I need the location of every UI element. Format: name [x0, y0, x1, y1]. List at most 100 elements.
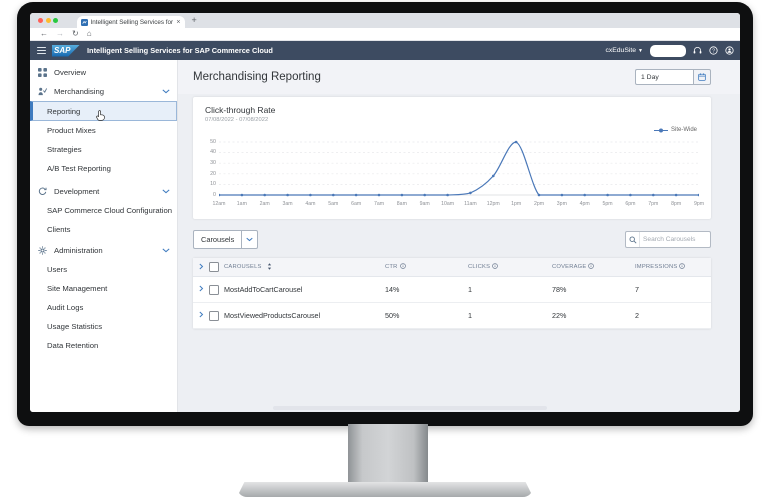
info-icon[interactable]	[492, 263, 498, 271]
y-tick-label: 10	[210, 181, 216, 188]
legend-label: Site-Wide	[670, 127, 697, 133]
window-close-icon[interactable]	[38, 18, 43, 23]
calendar-button[interactable]	[693, 69, 711, 85]
table-header-row: CAROUSELS CTR CLICKS COVERAGE IMPRESSIONS	[193, 258, 711, 277]
sidebar-item-sap-commerce-cloud-configuration[interactable]: SAP Commerce Cloud Configuration	[30, 201, 177, 220]
headset-icon[interactable]	[693, 46, 702, 55]
date-range-input[interactable]: 1 Day	[635, 69, 693, 85]
y-tick-label: 0	[213, 191, 216, 198]
tab-close-icon[interactable]: ×	[176, 18, 181, 26]
expand-all-chevron-icon[interactable]	[199, 263, 204, 272]
merchandising-icon	[38, 87, 48, 97]
mouse-cursor	[96, 110, 105, 121]
table-header-ctr[interactable]: CTR	[385, 263, 468, 271]
ctr-line-chart	[219, 140, 699, 197]
coverage-value: 78%	[552, 285, 567, 294]
x-tick-label: 8am	[396, 201, 407, 207]
chevron-down-icon[interactable]	[241, 231, 257, 248]
sidebar-item-data-retention[interactable]: Data Retention	[30, 336, 177, 355]
sidebar-item-development[interactable]: Development	[30, 182, 177, 201]
sidebar-item-label: Administration	[54, 246, 103, 255]
table-header-coverage[interactable]: COVERAGE	[552, 263, 635, 271]
x-tick-label: 5am	[328, 201, 339, 207]
sidebar-item-label: Product Mixes	[47, 126, 96, 135]
search-input[interactable]	[640, 236, 710, 243]
chevron-down-icon[interactable]	[162, 248, 170, 253]
sidebar-item-administration[interactable]: Administration	[30, 241, 177, 260]
monitor-stand-base	[237, 482, 533, 497]
tab-favicon-icon	[80, 18, 88, 26]
info-icon[interactable]	[588, 263, 595, 271]
expand-row-chevron-icon[interactable]	[199, 311, 204, 320]
table-header-clicks[interactable]: CLICKS	[468, 263, 552, 271]
y-tick-label: 20	[210, 170, 216, 177]
info-icon[interactable]	[679, 263, 686, 271]
sidebar-item-usage-statistics[interactable]: Usage Statistics	[30, 317, 177, 336]
chart-plot-area	[219, 139, 699, 199]
sidebar-item-label: Overview	[54, 68, 87, 77]
back-icon[interactable]: ←	[40, 29, 48, 38]
x-tick-label: 1pm	[511, 201, 522, 207]
table-row-mostviewedproductscarousel[interactable]: MostViewedProductsCarousel 50% 1 22% 2	[193, 303, 711, 329]
sidebar-item-merchandising[interactable]: Merchandising	[30, 82, 177, 101]
select-all-checkbox[interactable]	[209, 262, 219, 272]
sidebar-item-users[interactable]: Users	[30, 260, 177, 279]
table-row-mostaddtocartcarousel[interactable]: MostAddToCartCarousel 14% 1 78% 7	[193, 277, 711, 303]
carousel-name: MostAddToCartCarousel	[224, 285, 303, 294]
reload-icon[interactable]: ↻	[72, 29, 79, 38]
sidebar-item-strategies[interactable]: Strategies	[30, 140, 177, 159]
chart-x-axis: 12am 1am 2am 3am 4am 5am 6am 7am 8am 9am 10am 11am 1…	[213, 199, 705, 211]
chart-legend[interactable]: Site-Wide	[653, 127, 697, 133]
table-header-carousels[interactable]: CAROUSELS	[193, 262, 385, 272]
sidebar-item-label: Data Retention	[47, 341, 99, 350]
chevron-down-icon[interactable]	[162, 89, 170, 94]
x-tick-label: 3pm	[556, 201, 567, 207]
column-label: IMPRESSIONS	[635, 264, 678, 270]
browser-nav-bar: ← → ↻ ⌂	[30, 28, 740, 41]
browser-tab[interactable]: Intelligent Selling Services for ×	[76, 16, 185, 28]
table-header-impressions[interactable]: IMPRESSIONS	[635, 263, 711, 271]
bottom-scrollbar[interactable]	[273, 406, 547, 410]
info-icon[interactable]	[399, 263, 406, 271]
help-icon[interactable]: ?	[709, 46, 718, 55]
chevron-down-icon[interactable]	[162, 189, 170, 194]
row-name-cell: MostAddToCartCarousel	[193, 284, 385, 295]
entity-selector-button[interactable]: Carousels	[193, 230, 259, 249]
sidebar-item-reporting[interactable]: Reporting	[30, 101, 177, 121]
sidebar-item-label: Merchandising	[54, 87, 104, 96]
sidebar-item-product-mixes[interactable]: Product Mixes	[30, 121, 177, 140]
monitor-stand-neck	[348, 424, 428, 484]
expand-row-chevron-icon[interactable]	[199, 285, 204, 294]
row-checkbox[interactable]	[209, 310, 219, 321]
avatar-icon[interactable]	[725, 46, 734, 55]
sidebar-item-overview[interactable]: Overview	[30, 63, 177, 82]
new-tab-button[interactable]: +	[191, 15, 197, 25]
sidebar-item-audit-logs[interactable]: Audit Logs	[30, 298, 177, 317]
y-tick-label: 30	[210, 160, 216, 166]
header-search-input[interactable]	[650, 44, 686, 57]
overview-icon	[38, 67, 48, 78]
site-selector[interactable]: cxEduSite ▼	[605, 47, 643, 54]
clicks-value: 1	[468, 285, 472, 294]
sidebar-item-site-management[interactable]: Site Management	[30, 279, 177, 298]
window-zoom-icon[interactable]	[53, 18, 58, 23]
home-icon[interactable]: ⌂	[86, 29, 92, 38]
main-content: Merchandising Reporting 1 Day Click	[178, 60, 740, 412]
x-tick-label: 3am	[282, 201, 293, 207]
sidebar-item-a-b-test-reporting[interactable]: A/B Test Reporting	[30, 159, 177, 178]
search-icon[interactable]	[626, 232, 640, 247]
window-minimize-icon[interactable]	[45, 18, 51, 23]
sort-icon[interactable]	[267, 262, 272, 272]
app-title: Intelligent Selling Services for SAP Com…	[87, 46, 273, 55]
sidebar-item-clients[interactable]: Clients	[30, 220, 177, 239]
sap-logo: SAP	[52, 44, 80, 57]
y-tick-label: 40	[210, 149, 216, 156]
date-range-value: 1 Day	[641, 73, 659, 81]
chart-y-axis: 0 10 20 30 40 50	[205, 139, 219, 199]
sidebar-navigation: Overview Merchandising Reporting Product Mi…	[30, 60, 178, 412]
coverage-value: 22%	[552, 311, 567, 320]
hamburger-menu-icon[interactable]	[37, 47, 46, 54]
chart-title: Click-through Rate	[205, 105, 276, 115]
forward-icon[interactable]: →	[56, 29, 64, 38]
row-checkbox[interactable]	[209, 284, 219, 295]
